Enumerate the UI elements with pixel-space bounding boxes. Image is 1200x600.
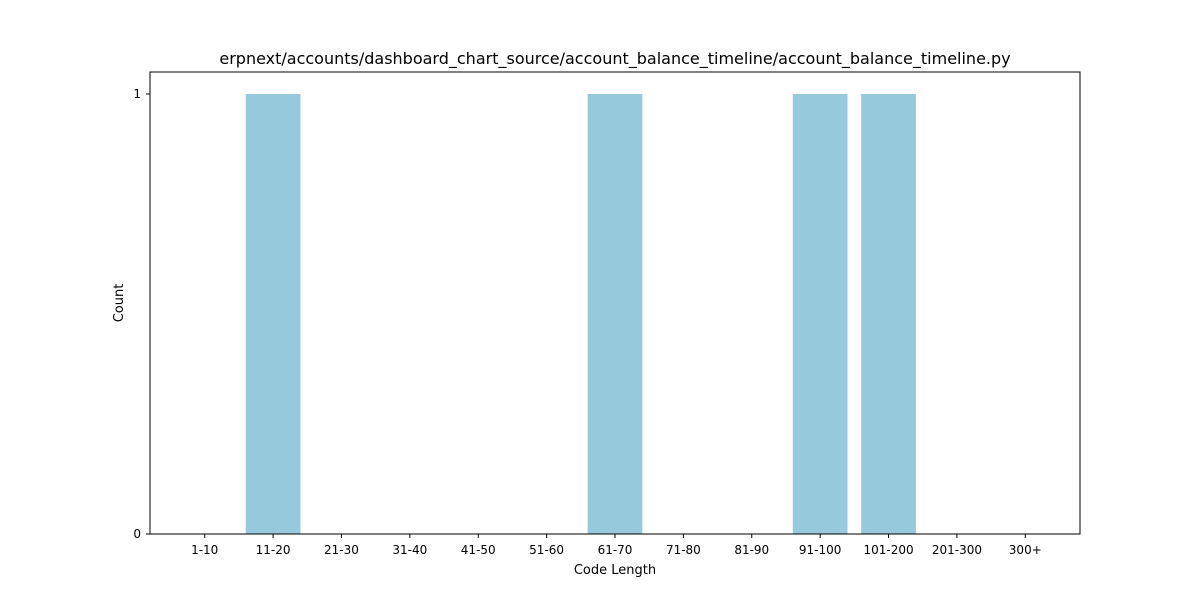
x-tick-label: 41-50 bbox=[461, 543, 496, 557]
x-tick-label: 51-60 bbox=[529, 543, 564, 557]
x-tick-label: 71-80 bbox=[666, 543, 701, 557]
x-tick-label: 21-30 bbox=[324, 543, 359, 557]
y-tick-label: 0 bbox=[133, 527, 141, 541]
x-tick-label: 300+ bbox=[1009, 543, 1042, 557]
x-tick-label: 31-40 bbox=[392, 543, 427, 557]
y-axis: 01 bbox=[133, 87, 150, 541]
x-tick-label: 11-20 bbox=[256, 543, 291, 557]
x-axis-label: Code Length bbox=[574, 563, 656, 578]
x-tick-label: 1-10 bbox=[191, 543, 218, 557]
bar-11-20 bbox=[245, 94, 301, 534]
bars-layer bbox=[245, 94, 916, 534]
x-tick-label: 91-100 bbox=[799, 543, 842, 557]
x-tick-label: 61-70 bbox=[598, 543, 633, 557]
y-axis-label: Count bbox=[112, 284, 127, 323]
x-axis: 1-10 11-20 21-30 31-40 41-50 51-60 61-70 71-80 8… bbox=[191, 534, 1042, 557]
chart-title: erpnext/accounts/dashboard_chart_source/… bbox=[219, 49, 1010, 69]
bar-91-100 bbox=[792, 94, 848, 534]
y-tick-label: 1 bbox=[133, 87, 141, 101]
x-tick-label: 101-200 bbox=[863, 543, 913, 557]
x-tick-label: 201-300 bbox=[932, 543, 982, 557]
bar-61-70 bbox=[587, 94, 643, 534]
x-tick-label: 81-90 bbox=[734, 543, 769, 557]
bar-101-200 bbox=[861, 94, 916, 534]
